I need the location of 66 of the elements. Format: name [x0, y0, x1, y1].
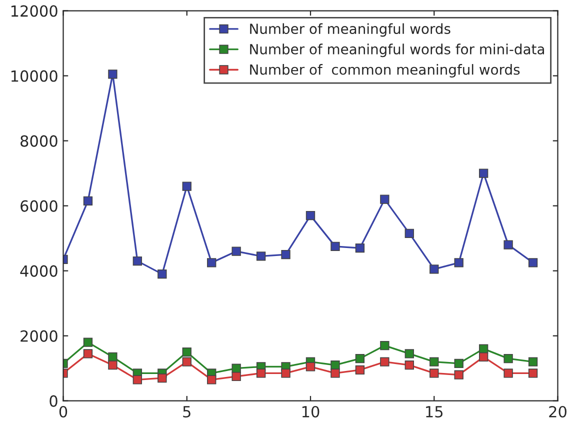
point: [380, 340, 390, 350]
point: [83, 196, 93, 206]
point: [108, 70, 118, 79]
point: [256, 368, 266, 378]
point: [182, 357, 192, 366]
y-tick-label: 0: [50, 395, 58, 407]
point: [207, 258, 216, 268]
point: [158, 373, 167, 383]
y-tick-label: 2000: [20, 330, 58, 342]
point: [404, 349, 414, 358]
point: [454, 370, 464, 380]
point: [207, 375, 216, 384]
point: [404, 228, 414, 238]
point: [478, 344, 488, 354]
point: [528, 357, 538, 366]
point: [355, 243, 365, 253]
y-tick-label: 10000: [11, 70, 58, 82]
legend-label: Number of common meaningful words: [250, 64, 520, 78]
point: [355, 365, 365, 375]
point: [182, 347, 192, 357]
x-tick-label: 15: [426, 406, 443, 418]
legend-label: Number of meaningful words for mini-data: [250, 44, 544, 58]
point: [528, 368, 538, 378]
point: [504, 368, 513, 378]
point: [454, 358, 464, 368]
legend-label: Number of meaningful words: [250, 23, 450, 37]
point: [478, 352, 488, 362]
x-tick-label: 10: [302, 406, 320, 418]
x-tick-label: 20: [549, 406, 566, 418]
y-tick-label: 8000: [20, 135, 58, 147]
x-tick-label: 0: [59, 406, 68, 418]
point: [108, 360, 118, 370]
point: [232, 246, 241, 256]
point: [306, 210, 316, 220]
point: [430, 264, 439, 274]
point: [232, 372, 241, 382]
point: [108, 352, 118, 362]
point: [380, 357, 390, 366]
point: [232, 364, 241, 373]
point: [306, 362, 316, 372]
y-tick-label: 4000: [20, 265, 58, 277]
point: [430, 357, 439, 366]
point: [528, 258, 538, 268]
point: [330, 242, 340, 252]
point: [132, 256, 142, 266]
point: [158, 269, 167, 279]
point: [83, 338, 93, 347]
point: [182, 182, 192, 191]
point: [330, 360, 340, 370]
x-tick-label: 5: [183, 406, 190, 418]
y-tick-label: 12000: [11, 5, 58, 17]
point: [281, 368, 290, 378]
point: [478, 168, 488, 178]
point: [256, 252, 266, 261]
point: [132, 375, 142, 384]
point: [404, 360, 414, 370]
point: [83, 349, 93, 358]
point: [330, 368, 340, 378]
y-tick-label: 6000: [20, 200, 58, 212]
point: [355, 354, 365, 364]
point: [504, 240, 513, 250]
point: [281, 250, 290, 260]
point: [430, 368, 439, 378]
point: [380, 194, 390, 204]
point: [504, 354, 513, 364]
point: [454, 258, 464, 268]
